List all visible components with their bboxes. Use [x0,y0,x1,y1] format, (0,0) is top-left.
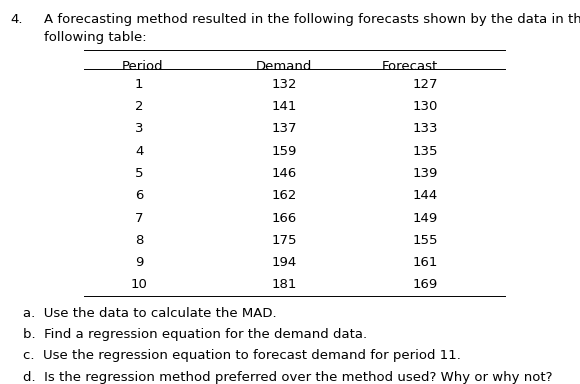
Text: 137: 137 [271,122,297,136]
Text: 149: 149 [412,212,438,225]
Text: b.  Find a regression equation for the demand data.: b. Find a regression equation for the de… [23,328,367,341]
Text: 155: 155 [412,234,438,247]
Text: 169: 169 [412,278,438,291]
Text: Forecast: Forecast [382,60,438,73]
Text: 135: 135 [412,145,438,158]
Text: 161: 161 [412,256,438,269]
Text: 2: 2 [135,100,143,113]
Text: c.  Use the regression equation to forecast demand for period 11.: c. Use the regression equation to foreca… [23,349,461,362]
Text: 7: 7 [135,212,143,225]
Text: 9: 9 [135,256,143,269]
Text: 4.: 4. [10,13,23,26]
Text: 159: 159 [271,145,297,158]
Text: 162: 162 [271,189,297,202]
Text: following table:: following table: [44,31,146,45]
Text: 3: 3 [135,122,143,136]
Text: d.  Is the regression method preferred over the method used? Why or why not?: d. Is the regression method preferred ov… [23,371,553,384]
Text: 141: 141 [271,100,297,113]
Text: 5: 5 [135,167,143,180]
Text: 130: 130 [412,100,438,113]
Text: 132: 132 [271,78,297,91]
Text: 1: 1 [135,78,143,91]
Text: Demand: Demand [256,60,313,73]
Text: a.  Use the data to calculate the MAD.: a. Use the data to calculate the MAD. [23,307,277,320]
Text: 175: 175 [271,234,297,247]
Text: 8: 8 [135,234,143,247]
Text: 139: 139 [412,167,438,180]
Text: 146: 146 [271,167,297,180]
Text: 10: 10 [130,278,148,291]
Text: 127: 127 [412,78,438,91]
Text: A forecasting method resulted in the following forecasts shown by the data in th: A forecasting method resulted in the fol… [44,13,580,26]
Text: 6: 6 [135,189,143,202]
Text: Period: Period [122,60,164,73]
Text: 4: 4 [135,145,143,158]
Text: 194: 194 [271,256,297,269]
Text: 144: 144 [412,189,438,202]
Text: 181: 181 [271,278,297,291]
Text: 133: 133 [412,122,438,136]
Text: 166: 166 [271,212,297,225]
